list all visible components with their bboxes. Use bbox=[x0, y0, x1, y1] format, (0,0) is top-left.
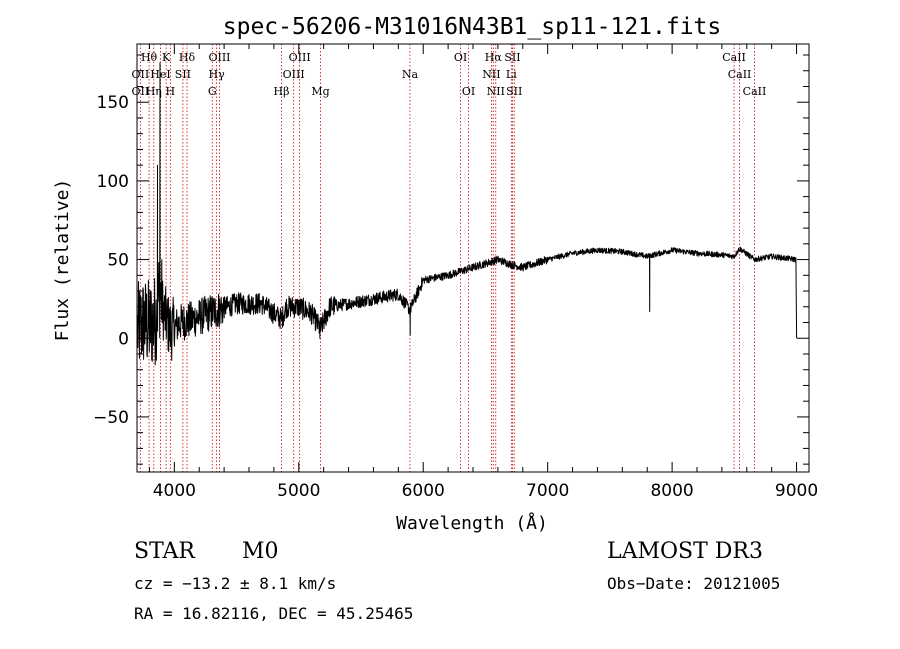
line-marker-label: Hδ bbox=[179, 51, 196, 64]
line-marker-label: SII bbox=[504, 51, 520, 64]
y-tick-label: −50 bbox=[93, 408, 129, 428]
x-tick-label: 8000 bbox=[650, 481, 693, 501]
line-marker-label: Hβ bbox=[274, 85, 290, 98]
line-marker-label: K bbox=[162, 51, 171, 64]
line-marker-label: SII bbox=[506, 85, 522, 98]
flux-series-line bbox=[137, 62, 798, 366]
x-tick-label: 6000 bbox=[402, 481, 445, 501]
x-axis-ticks: 4000 5000 6000 7000 8000 9000 bbox=[148, 44, 818, 501]
y-tick-label: 100 bbox=[97, 172, 129, 192]
line-marker-label: Hθ bbox=[141, 51, 158, 64]
line-marker-label: Na bbox=[402, 68, 419, 81]
line-marker-label: G bbox=[208, 85, 217, 98]
coordinates: RA = 16.82116, DEC = 45.25465 bbox=[134, 604, 413, 623]
line-marker-label: Li bbox=[506, 68, 517, 81]
emission-line-markers bbox=[139, 44, 755, 472]
y-tick-label: 50 bbox=[107, 251, 129, 271]
line-marker-label: OI bbox=[462, 85, 475, 98]
redshift-cz: cz = −13.2 ± 8.1 km/s bbox=[134, 574, 336, 593]
line-marker-label: H bbox=[166, 85, 176, 98]
object-class: STAR bbox=[134, 539, 196, 564]
x-tick-label: 4000 bbox=[153, 481, 196, 501]
line-marker-label: NII bbox=[487, 85, 505, 98]
x-axis-label: Wavelength (Å) bbox=[396, 512, 548, 534]
line-marker-label: Hγ bbox=[209, 68, 226, 81]
line-marker-label: CaII bbox=[728, 68, 752, 81]
line-marker-label: OI bbox=[454, 51, 467, 64]
chart-title: spec-56206-M31016N43B1_sp11-121.fits bbox=[223, 14, 722, 40]
line-marker-label: SII bbox=[175, 68, 191, 81]
line-marker-label: CaII bbox=[743, 85, 767, 98]
obs-date: Obs−Date: 20121005 bbox=[607, 574, 780, 593]
line-marker-label: OIII bbox=[283, 68, 305, 81]
line-marker-label: Hα bbox=[485, 51, 503, 64]
line-marker-label: OII bbox=[132, 68, 150, 81]
line-marker-label: NII bbox=[482, 68, 500, 81]
plot-frame bbox=[136, 43, 810, 473]
y-axis-label: Flux (relative) bbox=[52, 179, 73, 342]
y-tick-label: 0 bbox=[118, 329, 129, 349]
line-marker-label: Mg bbox=[311, 85, 329, 98]
object-subclass: M0 bbox=[242, 539, 279, 564]
x-tick-label: 9000 bbox=[775, 481, 818, 501]
line-marker-label: Hη bbox=[146, 85, 162, 98]
line-marker-label: HeI bbox=[150, 68, 170, 81]
y-tick-label: 150 bbox=[97, 93, 129, 113]
line-marker-label: OII bbox=[132, 85, 150, 98]
y-axis-ticks: −50 0 50 100 150 bbox=[93, 54, 809, 465]
x-tick-label: 5000 bbox=[277, 481, 320, 501]
x-tick-label: 7000 bbox=[526, 481, 569, 501]
line-marker-label: OIII bbox=[289, 51, 311, 64]
line-marker-label: CaII bbox=[722, 51, 746, 64]
survey-name: LAMOST DR3 bbox=[607, 539, 763, 564]
line-marker-label: OIII bbox=[208, 51, 230, 64]
